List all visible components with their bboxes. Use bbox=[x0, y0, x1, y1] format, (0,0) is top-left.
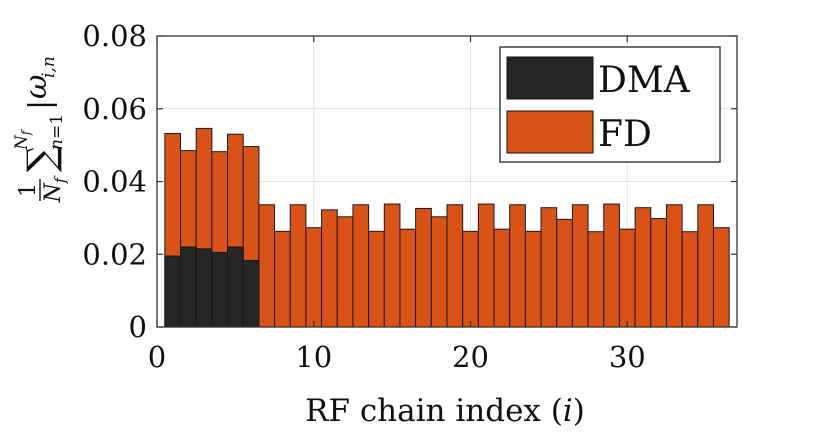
legend: DMA FD bbox=[499, 46, 721, 163]
fd-bar-11 bbox=[321, 209, 338, 328]
legend-label-fd: FD bbox=[598, 114, 652, 155]
fd-bar-9 bbox=[289, 204, 307, 328]
dma-bar-2 bbox=[180, 246, 197, 328]
dma-bar-5 bbox=[227, 246, 244, 328]
fd-bar-7 bbox=[258, 204, 276, 328]
fd-bar-18 bbox=[430, 216, 448, 328]
y-tick-label: 0.04 bbox=[82, 165, 147, 199]
fd-bar-31 bbox=[634, 207, 652, 328]
svg-text:Nf: Nf bbox=[12, 128, 33, 151]
x-tick-label: 30 bbox=[609, 340, 646, 374]
fd-bar-30 bbox=[618, 228, 636, 328]
fd-bar-16 bbox=[399, 228, 417, 328]
svg-text:ω: ω bbox=[19, 75, 54, 99]
fd-bar-15 bbox=[383, 203, 401, 328]
svg-text:∑: ∑ bbox=[19, 145, 63, 172]
fd-bar-29 bbox=[603, 203, 620, 328]
x-tick-label: 0 bbox=[148, 340, 166, 374]
x-tick-label: 20 bbox=[452, 340, 489, 374]
dma-bars bbox=[164, 246, 260, 328]
fd-bar-36 bbox=[712, 227, 730, 328]
fd-bar-13 bbox=[352, 204, 370, 328]
fd-bar-35 bbox=[697, 204, 714, 328]
fd-bar-10 bbox=[305, 227, 323, 328]
y-tick-label: 0.08 bbox=[82, 19, 147, 53]
fd-bar-17 bbox=[415, 207, 432, 328]
fd-bar-21 bbox=[477, 203, 495, 328]
fd-bar-19 bbox=[446, 204, 464, 328]
y-axis-label: 1 Nf ∑ Nf n=1 | ω i,n bbox=[12, 56, 69, 203]
y-tick-label: 0.02 bbox=[82, 237, 147, 271]
fd-bar-22 bbox=[493, 228, 511, 328]
fd-bar-8 bbox=[274, 230, 291, 328]
fd-bar-26 bbox=[556, 218, 573, 328]
legend-swatch-dma bbox=[506, 56, 594, 100]
fd-bar-28 bbox=[587, 231, 605, 328]
fd-bar-23 bbox=[509, 204, 526, 328]
svg-text:n=1: n=1 bbox=[47, 114, 67, 150]
svg-text:i,n: i,n bbox=[39, 56, 59, 78]
dma-bar-3 bbox=[195, 248, 213, 328]
fd-bar-32 bbox=[650, 218, 667, 328]
fd-bar-27 bbox=[571, 204, 589, 328]
legend-swatch-fd bbox=[506, 110, 594, 154]
dma-bar-6 bbox=[242, 259, 260, 328]
fd-bar-25 bbox=[540, 207, 558, 328]
axis-ticks: 0 10 20 30 0 0.02 0.04 0.06 0.08 bbox=[82, 19, 737, 374]
svg-text:1: 1 bbox=[16, 183, 41, 197]
fd-bar-12 bbox=[336, 216, 354, 328]
y-tick-label: 0 bbox=[129, 310, 147, 344]
x-tick-label: 10 bbox=[295, 340, 332, 374]
fd-bar-34 bbox=[681, 231, 699, 328]
fd-bar-14 bbox=[368, 230, 385, 328]
fd-bar-33 bbox=[665, 204, 683, 328]
y-tick-label: 0.06 bbox=[82, 92, 147, 126]
fd-bar-20 bbox=[462, 230, 479, 328]
svg-text:|: | bbox=[23, 100, 58, 110]
legend-label-dma: DMA bbox=[598, 60, 691, 101]
fd-bar-24 bbox=[524, 230, 542, 328]
svg-text:Nf: Nf bbox=[41, 175, 69, 203]
dma-bar-4 bbox=[211, 251, 229, 328]
dma-bar-1 bbox=[164, 255, 182, 328]
x-axis-title: RF chain index (i) bbox=[305, 393, 585, 429]
